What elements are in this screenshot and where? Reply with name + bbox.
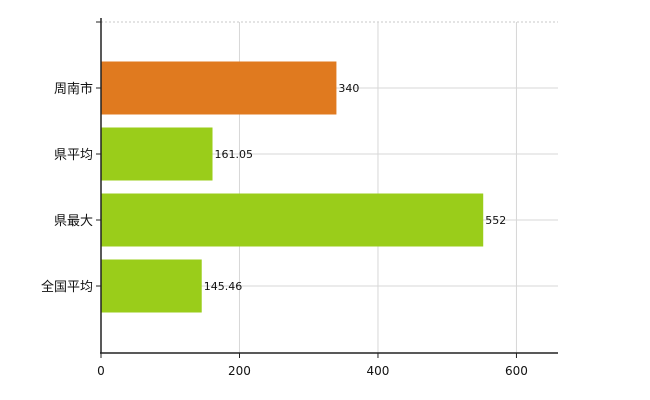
bar-1	[101, 61, 337, 115]
x-tick-label: 0	[97, 364, 105, 378]
bar-3	[101, 193, 484, 247]
x-tick-label: 200	[228, 364, 251, 378]
x-tick-label: 400	[367, 364, 390, 378]
data-label: 340	[338, 82, 359, 95]
data-label: 161.05	[215, 148, 254, 161]
category-label: 県最大	[54, 214, 93, 229]
category-label: 県平均	[54, 148, 93, 163]
data-label: 145.46	[204, 280, 243, 293]
bars	[101, 61, 484, 313]
bar-2	[101, 127, 213, 181]
axes	[96, 18, 558, 358]
x-tick-label: 600	[505, 364, 528, 378]
category-label: 全国平均	[41, 279, 93, 295]
category-label: 周南市	[54, 81, 93, 97]
data-label: 552	[485, 214, 506, 227]
bar-4	[101, 259, 202, 313]
